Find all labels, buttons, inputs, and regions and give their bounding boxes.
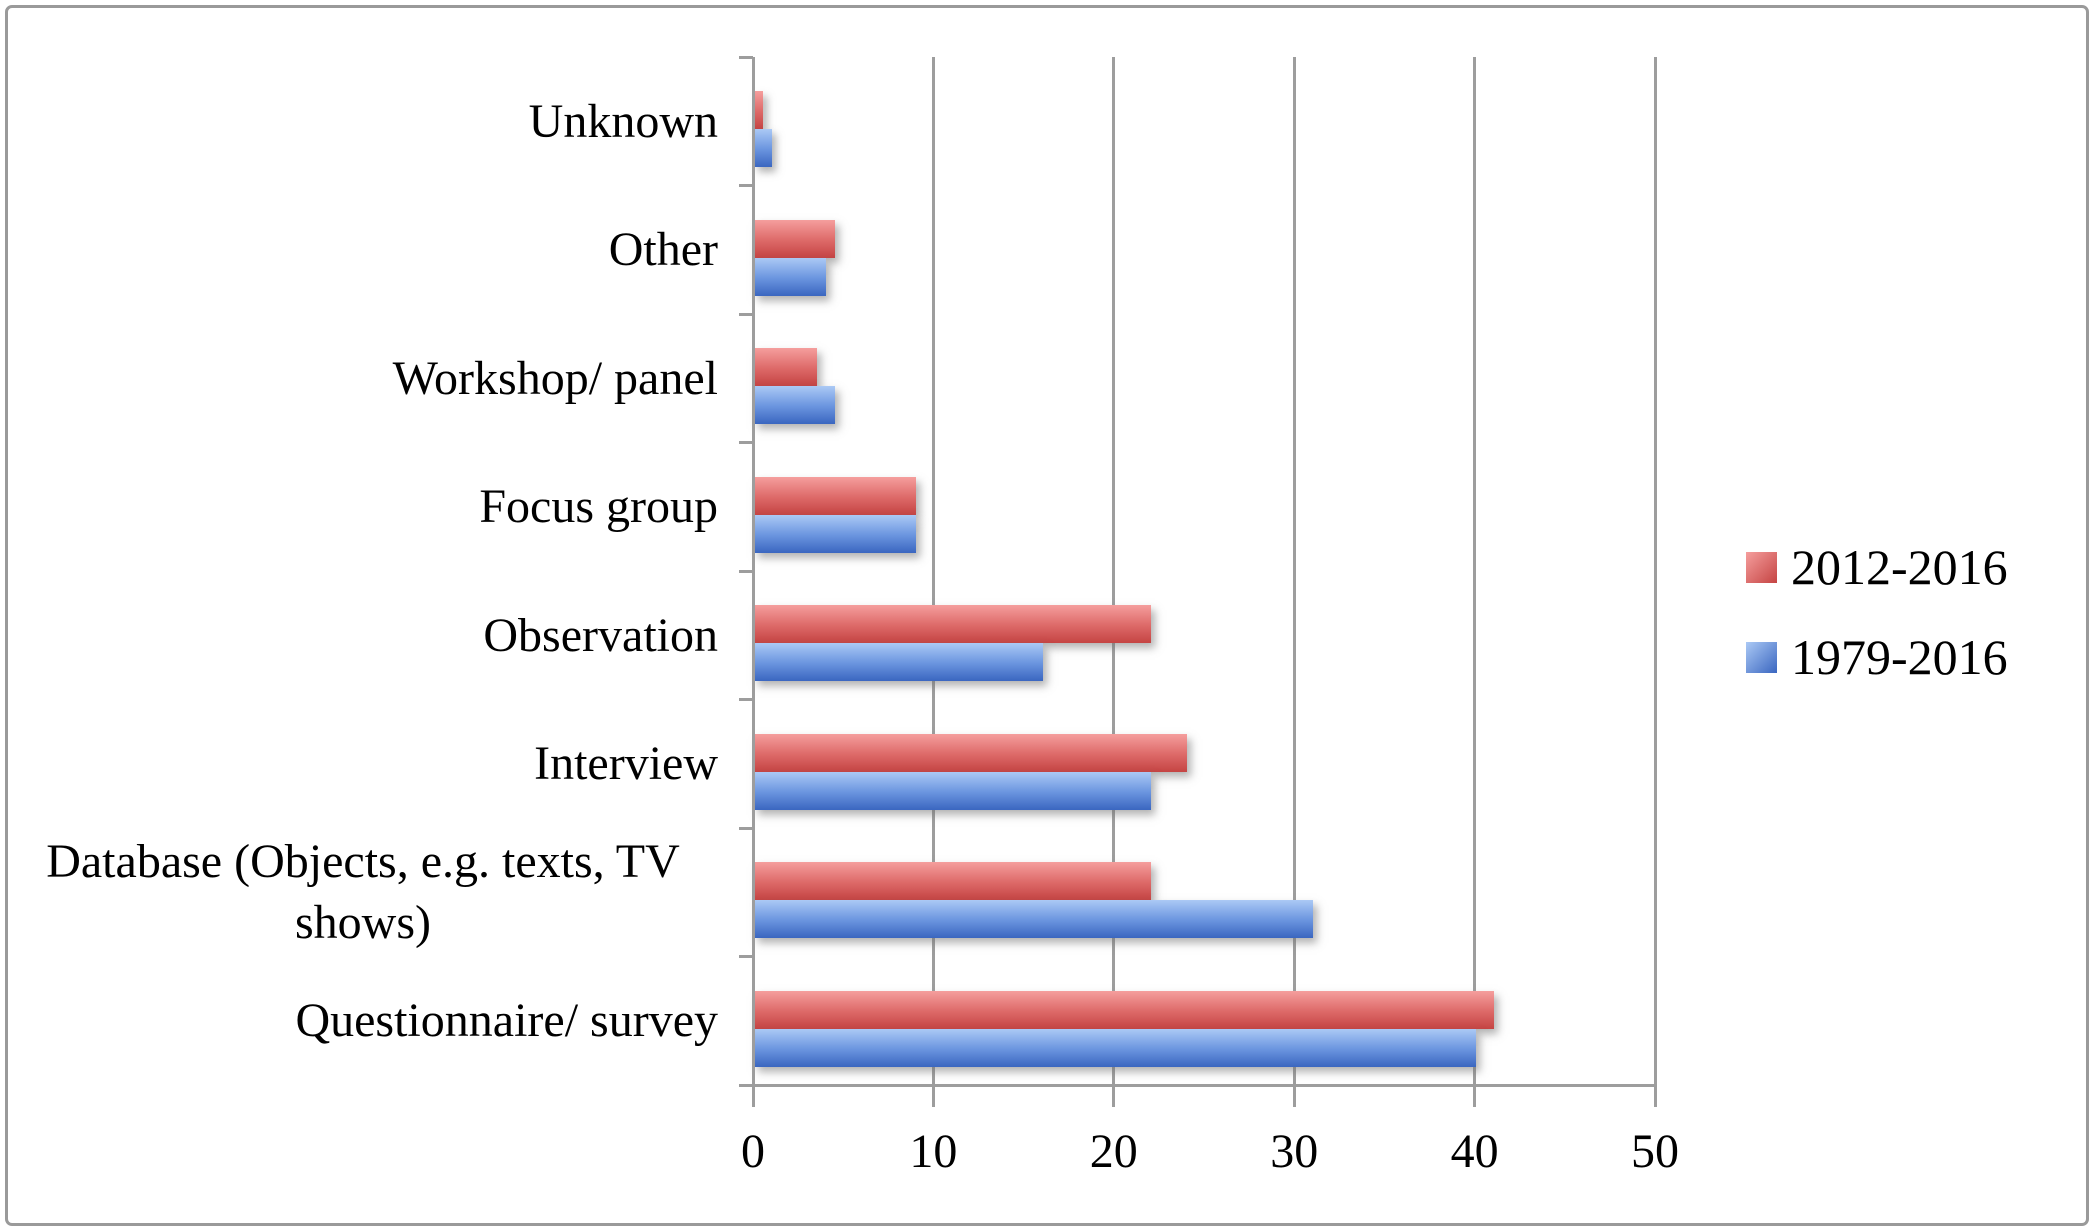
category-label: Other [608,223,718,277]
category-row-observation: Observation [8,571,718,700]
bar-1979-2016-other [754,257,827,296]
gridline-20 [1112,57,1116,1107]
category-axis-tick [739,312,753,316]
x-tick-label-20: 20 [1089,1125,1138,1178]
category-axis-tick [739,441,753,444]
bar-1979-2016-questionnaire-survey [754,1028,1476,1067]
x-tick-label-0: 0 [741,1125,765,1178]
category-row-interview: Interview [8,700,718,829]
category-label: Database (Objects, e.g. texts, TV shows) [46,834,680,950]
category-label: Workshop/ panel [392,351,718,405]
legend-label: 2012-2016 [1791,539,2008,595]
category-axis-tick [739,569,753,573]
category-row-workshop-panel: Workshop/ panel [8,314,718,443]
category-label: Unknown [528,94,718,148]
value-axis-line [739,1083,1657,1087]
bar-1979-2016-database-objects-e-g-texts-tv-shows [754,900,1314,938]
category-axis-tick [739,55,753,59]
legend: 2012-2016 1979-2016 [1746,536,2008,716]
x-tick-label-30: 30 [1270,1125,1319,1178]
x-tick-label-50: 50 [1631,1125,1679,1178]
bar-2012-2016-observation [754,605,1151,643]
category-row-focus-group: Focus group [8,443,718,572]
legend-swatch-2012-2016 [1746,551,1777,583]
x-tick-label-10: 10 [909,1125,958,1178]
x-tick-label-40: 40 [1450,1125,1499,1178]
category-row-other: Other [8,186,718,315]
bar-2012-2016-interview [754,733,1187,772]
bar-2012-2016-focus-group [754,476,917,515]
category-label: Questionnaire/ survey [295,994,718,1048]
category-label: Focus group [479,480,718,534]
category-label: Interview [534,737,718,791]
bar-1979-2016-interview [754,771,1151,810]
bar-1979-2016-workshop-panel [754,386,836,424]
gridline-10 [931,57,935,1107]
category-row-questionnaire-survey: Questionnaire/ survey [8,957,718,1086]
category-axis-tick [739,184,753,187]
category-row-database-objects-e-g-texts-tv-shows: Database (Objects, e.g. texts, TV shows) [8,828,718,957]
legend-item-2012-2016: 2012-2016 [1746,536,2008,598]
bar-2012-2016-database-objects-e-g-texts-tv-shows [754,862,1151,900]
bar-1979-2016-unknown [754,129,773,167]
category-axis-tick [739,955,753,958]
gridline-40 [1473,57,1477,1107]
category-axis-tick [739,698,753,701]
bar-2012-2016-other [754,219,836,258]
bar-2012-2016-workshop-panel [754,348,818,386]
gridline-50 [1653,57,1657,1107]
bar-2012-2016-unknown [754,91,764,129]
gridline-30 [1292,57,1296,1107]
legend-label: 1979-2016 [1791,629,2008,685]
category-axis-line [751,57,755,1087]
bar-2012-2016-questionnaire-survey [754,990,1494,1029]
legend-item-1979-2016: 1979-2016 [1746,626,2008,688]
bar-1979-2016-observation [754,643,1043,681]
bar-1979-2016-focus-group [754,514,917,553]
category-row-unknown: Unknown [8,57,718,186]
category-axis-tick [739,826,753,830]
legend-swatch-1979-2016 [1746,641,1777,673]
category-label: Observation [483,608,718,662]
value-axis-tick-0 [751,1085,755,1107]
